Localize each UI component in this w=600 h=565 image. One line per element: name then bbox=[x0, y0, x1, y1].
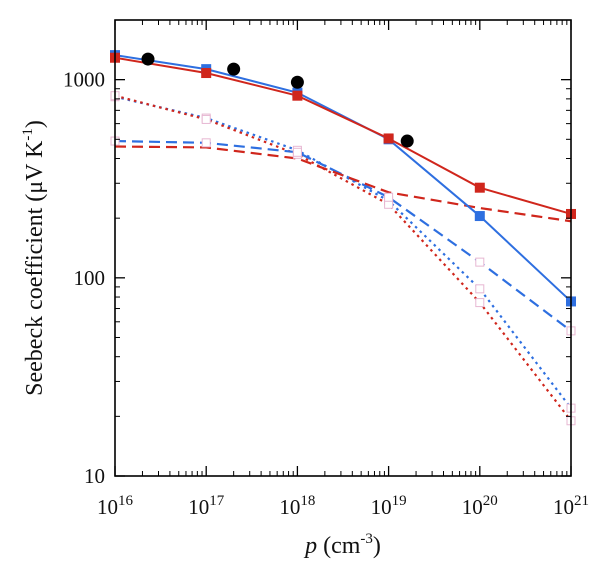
axes: 1016 1017 1018 1019 1020 1021 10 100 1000 bbox=[63, 19, 589, 519]
red-dotted-line bbox=[114, 94, 572, 422]
y-axis-title-close: ) bbox=[22, 120, 48, 128]
x-axis-title-var: p bbox=[303, 533, 317, 559]
y-axis-title-exp: -1 bbox=[20, 128, 36, 141]
x-axis-title-exp: -3 bbox=[360, 531, 373, 547]
red-solid-squares-point bbox=[201, 68, 212, 79]
x-tick-label: 1018 bbox=[279, 493, 315, 519]
x-tick-label: 1017 bbox=[188, 493, 225, 519]
x-axis-title: p (cm-3) bbox=[303, 531, 381, 559]
blue-dashed-line bbox=[114, 139, 572, 332]
red-dashed-line bbox=[114, 145, 572, 223]
red-solid-squares-point bbox=[474, 182, 485, 193]
y-tick-label: 10 bbox=[84, 464, 105, 488]
x-axis-title-unit: (cm bbox=[317, 533, 361, 559]
black-circles-experiment-point bbox=[400, 134, 414, 148]
blue-solid-squares-line bbox=[114, 54, 572, 303]
x-tick-label: 1021 bbox=[553, 493, 589, 519]
x-tick-label: 1019 bbox=[371, 493, 407, 519]
x-axis-title-close: ) bbox=[373, 533, 381, 559]
black-circles-experiment-point bbox=[227, 62, 241, 76]
blue-dashed-point bbox=[201, 138, 211, 148]
plot-frame bbox=[114, 19, 572, 477]
x-tick-label: 1020 bbox=[462, 493, 498, 519]
blue-solid-squares-point bbox=[474, 211, 485, 222]
y-axis-title: Seebeck coefficient (μV K-1) bbox=[20, 120, 48, 396]
y-tick-label: 100 bbox=[74, 266, 106, 290]
plot-area bbox=[110, 50, 576, 426]
red-dotted-point bbox=[201, 114, 211, 124]
y-tick-label: 1000 bbox=[63, 68, 105, 92]
y-axis-title-main: Seebeck coefficient (μV K bbox=[22, 140, 48, 396]
red-solid-squares-line bbox=[114, 56, 572, 215]
blue-dashed-point bbox=[384, 192, 394, 202]
red-solid-squares-point bbox=[292, 90, 303, 101]
blue-dotted-point bbox=[475, 284, 485, 294]
red-solid-squares-point bbox=[383, 133, 394, 144]
blue-dashed-point bbox=[292, 147, 302, 157]
x-tick-label: 1016 bbox=[97, 493, 134, 519]
black-circles-experiment-point bbox=[290, 75, 304, 89]
black-circles-experiment-point bbox=[141, 52, 155, 66]
blue-dashed-point bbox=[475, 257, 485, 267]
red-dotted-point bbox=[475, 298, 485, 308]
